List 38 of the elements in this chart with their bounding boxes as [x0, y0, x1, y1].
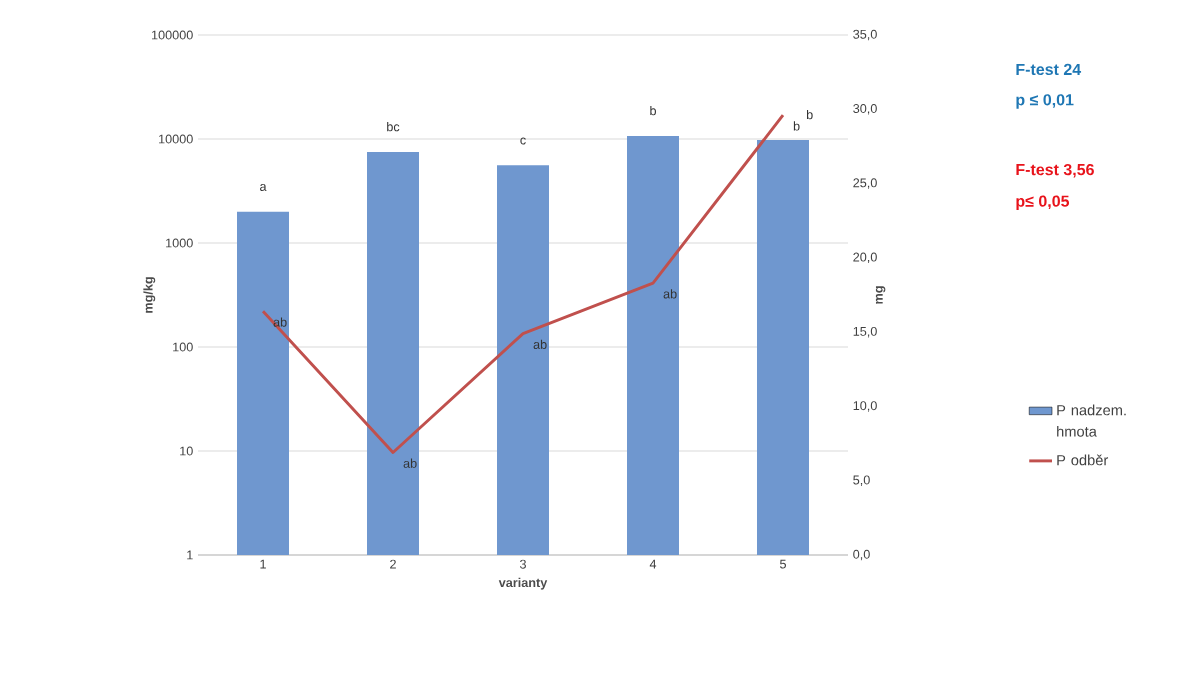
- data-label: ab: [273, 317, 287, 327]
- y2-tick-label: 0,0: [853, 549, 870, 561]
- y-tick-label: 10000: [159, 134, 193, 144]
- y-tick-label: 1000: [166, 238, 193, 248]
- y-tick-label: 100: [173, 342, 193, 352]
- y-tick-label: 100000: [152, 30, 193, 40]
- data-label: bc: [387, 121, 400, 132]
- y2-tick-label: 20,0: [853, 252, 877, 264]
- legend-label: P odběr: [1057, 454, 1109, 466]
- x-tick-label: 1: [260, 559, 266, 569]
- text: p ≤ 0,01: [1016, 94, 1074, 109]
- y2-tick-label: 15,0: [853, 326, 877, 338]
- x-tick-label: 2: [390, 559, 396, 569]
- y2-tick-label: 35,0: [853, 29, 877, 41]
- data-label: c: [520, 137, 526, 145]
- y2-tick-label: 10,0: [853, 401, 877, 412]
- data-label: b: [793, 121, 800, 131]
- x-tick-label: 3: [519, 559, 526, 569]
- y2-axis-title: mg: [875, 286, 886, 304]
- data-label: ab: [663, 289, 677, 299]
- x-tick-label: 5: [779, 559, 786, 569]
- data-label: a: [260, 184, 267, 191]
- data-label: b: [650, 105, 656, 116]
- data-label: ab: [533, 339, 547, 349]
- text: F-test 24: [1016, 63, 1082, 76]
- x-axis-title: varianty: [498, 577, 548, 590]
- y2-tick-label: 25,0: [853, 178, 877, 189]
- y2-tick-label: 30,0: [853, 104, 877, 115]
- data-label: ab: [403, 458, 417, 468]
- data-label: b: [806, 109, 813, 120]
- y2-tick-label: 5,0: [853, 475, 870, 486]
- y-tick-label: 10: [180, 446, 193, 456]
- legend-label: P nadzem. hmota: [1057, 404, 1126, 437]
- y-tick-label: 1: [187, 550, 193, 560]
- x-tick-label: 4: [649, 559, 657, 569]
- text: F-test 3,56: [1016, 163, 1094, 178]
- y-axis-title: mg/kg: [143, 277, 156, 313]
- text: p≤ 0,05: [1016, 195, 1070, 210]
